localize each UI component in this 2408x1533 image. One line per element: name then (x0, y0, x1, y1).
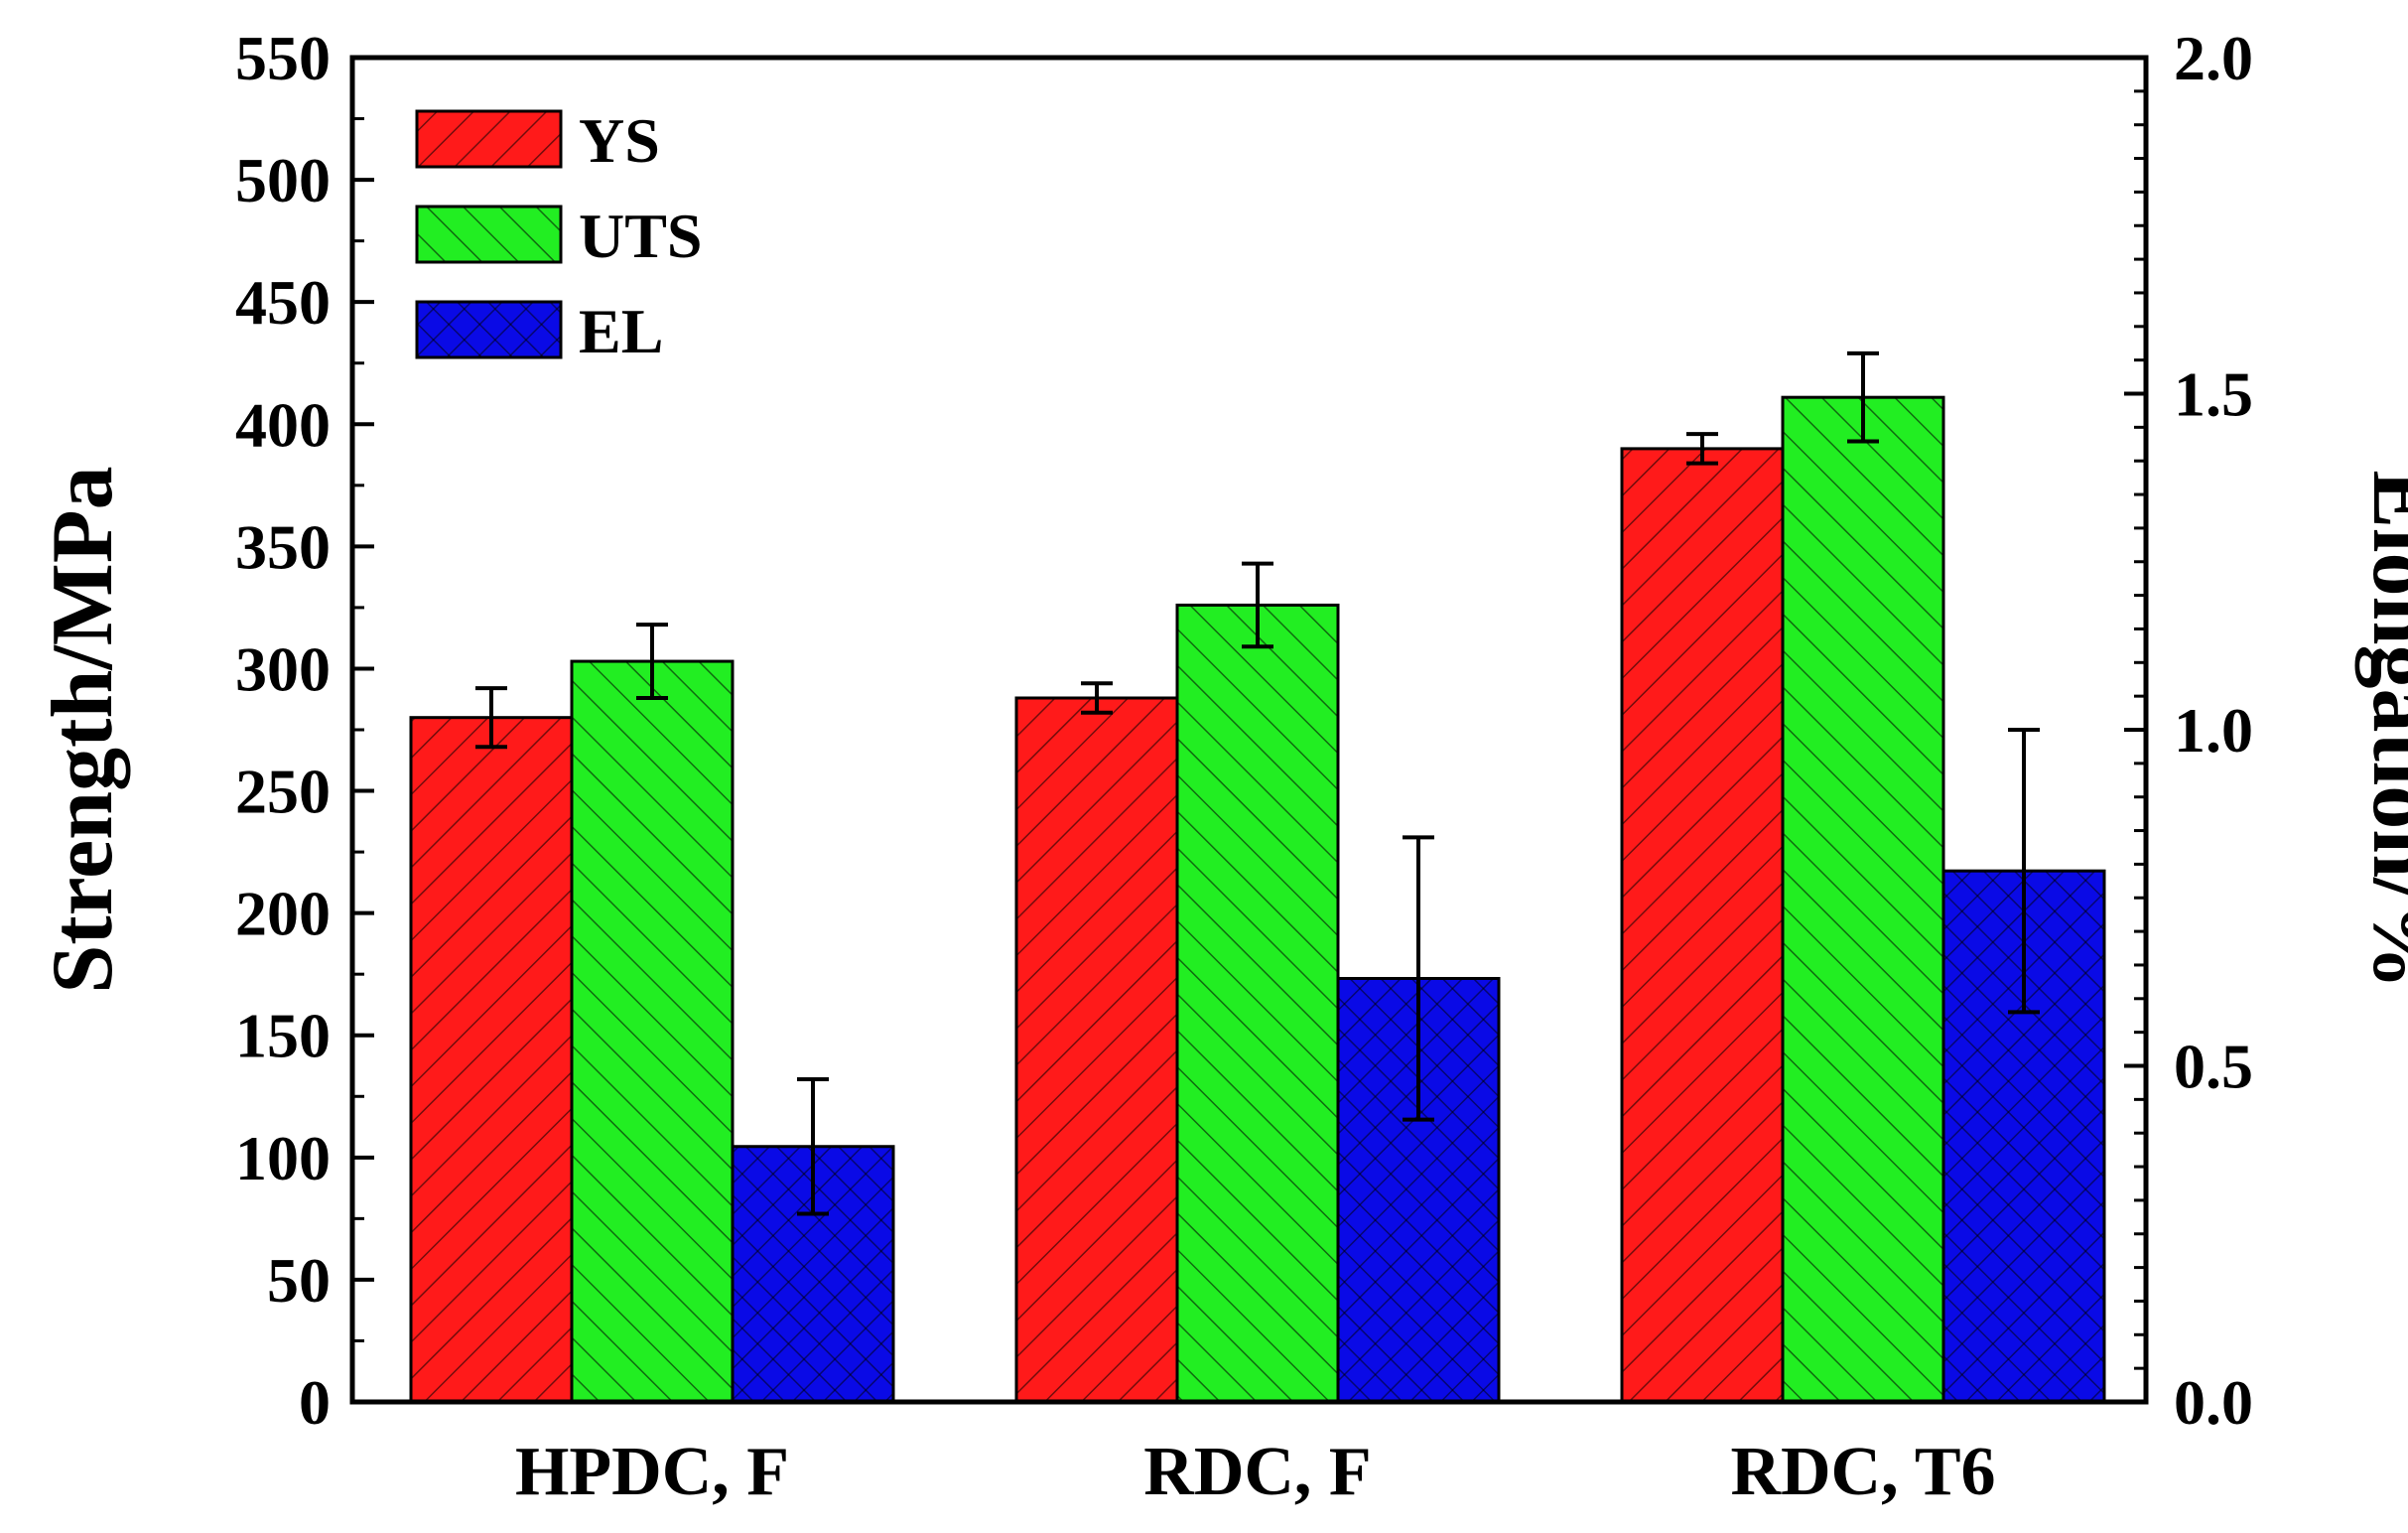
left-tick-label: 100 (235, 1123, 331, 1193)
left-tick-label: 300 (235, 633, 331, 704)
legend-swatch-hatch-b-el (417, 302, 561, 357)
bar-ys-hatch-2 (1016, 697, 1177, 1402)
right-tick-label: 1.5 (2174, 359, 2253, 430)
error-bars-layer (475, 350, 2040, 1216)
bar-ys-hatch-3 (1622, 448, 1783, 1403)
right-tick-label: 0.0 (2174, 1367, 2253, 1438)
right-tick-label: 0.5 (2174, 1032, 2253, 1102)
legend-label-el: EL (579, 296, 663, 366)
legend: YS UTS EL (415, 105, 703, 366)
legend-swatch-outline-ys (415, 109, 563, 169)
legend-swatch-outline-el (415, 300, 563, 359)
left-tick-label: 500 (235, 145, 331, 215)
bar-uts-hatch-3 (1783, 397, 1943, 1402)
labels-layer: 0 50 100 150 200 250 300 350 400 450 500 550 0.0 0.5 1… (35, 23, 2408, 1510)
legend-label-uts: UTS (579, 201, 703, 271)
left-tick-label: 150 (235, 1001, 331, 1071)
left-axis-title: Strength/MPa (35, 466, 131, 993)
bar-uts-hatch-1 (572, 661, 733, 1402)
left-tick-label: 450 (235, 267, 331, 338)
left-tick-label: 400 (235, 389, 331, 460)
left-tick-label: 350 (235, 511, 331, 582)
bar-ys-hatch-1 (411, 717, 572, 1402)
legend-swatch-hatch-ys (417, 111, 561, 167)
left-tick-label: 0 (299, 1367, 331, 1438)
bars-layer (409, 395, 2106, 1404)
left-tick-label: 50 (267, 1245, 331, 1316)
left-tick-label: 200 (235, 879, 331, 949)
legend-swatch-hatch-uts (417, 207, 561, 262)
x-category-label: HPDC, F (515, 1434, 789, 1510)
left-tick-label: 550 (235, 23, 331, 93)
right-axis-title: Elongation/% (2354, 470, 2408, 989)
x-category-label: RDC, T6 (1730, 1434, 1995, 1510)
axes-layer (349, 55, 2149, 1405)
bar-uts-hatch-2 (1177, 605, 1338, 1402)
legend-label-ys: YS (579, 105, 660, 176)
right-tick-label: 2.0 (2174, 23, 2253, 93)
x-category-label: RDC, F (1143, 1434, 1371, 1510)
legend-swatch-outline-uts (415, 205, 563, 264)
right-tick-label: 1.0 (2174, 695, 2253, 766)
left-tick-label: 250 (235, 757, 331, 827)
